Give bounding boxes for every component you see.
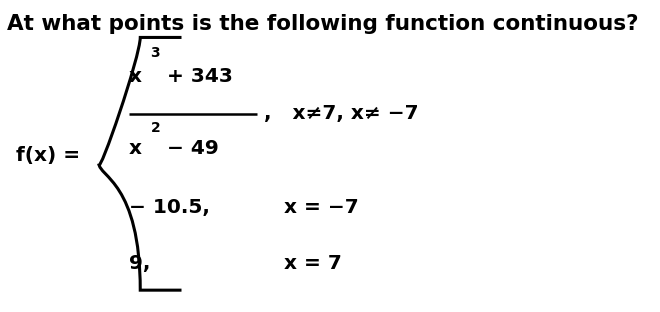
Text: x = −7: x = −7 — [284, 198, 358, 217]
Text: − 49: − 49 — [160, 139, 219, 158]
Text: ,   x≠7, x≠ −7: , x≠7, x≠ −7 — [264, 105, 418, 123]
Text: f(x) =: f(x) = — [16, 147, 81, 165]
Text: − 10.5,: − 10.5, — [129, 198, 210, 217]
Text: 9,: 9, — [129, 254, 150, 273]
Text: + 343: + 343 — [160, 67, 233, 86]
Text: At what points is the following function continuous?: At what points is the following function… — [7, 14, 638, 34]
Text: 2: 2 — [150, 121, 160, 135]
Text: x: x — [129, 67, 142, 86]
Text: 3: 3 — [150, 46, 160, 60]
Text: x: x — [129, 139, 142, 158]
Text: x = 7: x = 7 — [284, 254, 342, 273]
